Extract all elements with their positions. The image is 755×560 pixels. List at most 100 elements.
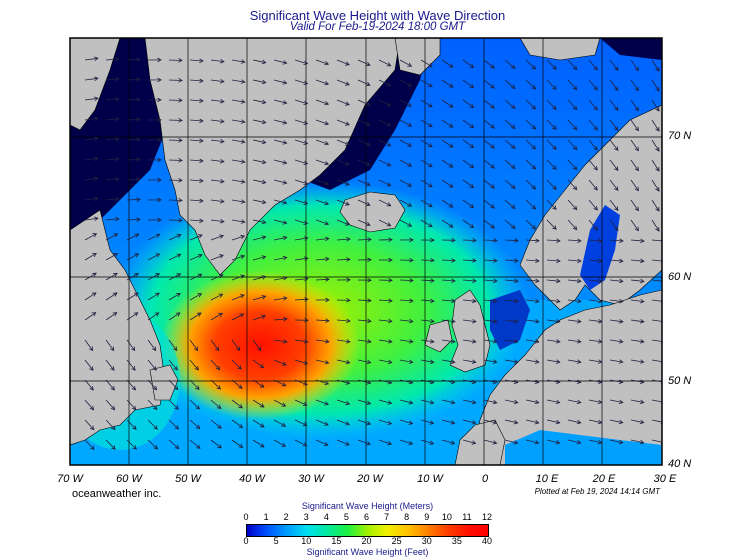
direction-arrow <box>567 259 582 262</box>
direction-arrow <box>273 119 287 124</box>
direction-arrow <box>189 419 201 429</box>
direction-arrow <box>168 359 178 371</box>
direction-arrow <box>441 99 454 108</box>
direction-arrowhead <box>576 339 582 344</box>
direction-arrow <box>315 219 329 225</box>
valid-time-subtitle: Valid For Feb-19-2024 18:00 GMT <box>289 21 466 33</box>
direction-arrow <box>273 236 287 241</box>
direction-arrowhead <box>324 101 330 106</box>
direction-arrow <box>567 279 581 282</box>
meter-tick-label: 12 <box>481 512 492 522</box>
direction-arrowhead <box>324 339 330 344</box>
direction-arrowhead <box>534 379 540 385</box>
direction-arrowhead <box>92 233 98 238</box>
direction-arrow <box>546 359 560 363</box>
direction-arrow <box>651 419 662 423</box>
direction-arrow <box>462 439 476 444</box>
direction-arrowhead <box>175 312 181 317</box>
direction-arrowhead <box>555 419 561 425</box>
direction-arrowhead <box>282 255 288 261</box>
direction-arrow <box>609 79 619 91</box>
direction-arrowhead <box>655 166 660 172</box>
direction-arrow <box>378 379 392 384</box>
direction-arrowhead <box>407 142 413 147</box>
meter-tick-label: 10 <box>441 512 452 522</box>
direction-arrowhead <box>531 104 537 110</box>
scale-title-meters: Significant Wave Height (Meters) <box>301 501 434 511</box>
direction-arrowhead <box>157 97 162 103</box>
direction-arrowhead <box>598 278 603 284</box>
direction-arrow <box>84 97 98 101</box>
direction-arrow <box>84 312 96 321</box>
direction-arrowhead <box>428 223 433 228</box>
direction-arrowhead <box>282 160 288 165</box>
direction-arrowhead <box>152 366 157 371</box>
direction-arrow <box>567 439 581 444</box>
direction-arrowhead <box>365 101 371 106</box>
direction-arrowhead <box>281 382 287 387</box>
direction-arrowhead <box>493 318 498 324</box>
direction-arrow <box>441 419 455 424</box>
direction-arrowhead <box>576 399 582 405</box>
direction-arrow <box>189 293 202 301</box>
direction-arrow <box>357 239 372 241</box>
direction-arrowhead <box>655 86 660 92</box>
direction-arrow <box>294 159 308 165</box>
direction-arrow <box>546 219 557 230</box>
direction-arrowhead <box>655 106 660 112</box>
direction-arrow <box>273 379 286 387</box>
direction-arrow <box>336 399 350 405</box>
direction-arrow <box>504 219 516 229</box>
direction-arrow <box>189 339 199 351</box>
direction-arrow <box>546 379 560 383</box>
direction-arrow <box>630 119 639 131</box>
direction-arrowhead <box>365 201 371 206</box>
wave-height-colorbar <box>246 524 489 537</box>
direction-arrow <box>273 59 287 64</box>
direction-arrow <box>210 339 220 351</box>
direction-arrowhead <box>240 219 246 224</box>
direction-arrowhead <box>448 143 454 148</box>
direction-arrowhead <box>387 420 393 425</box>
direction-arrow <box>252 139 266 144</box>
direction-arrow <box>168 293 181 301</box>
direction-arrow <box>504 399 518 404</box>
direction-arrowhead <box>134 253 140 258</box>
direction-arrow <box>399 319 413 322</box>
direction-arrowhead <box>510 204 516 210</box>
direction-arrow <box>378 319 392 322</box>
direction-arrowhead <box>472 238 477 243</box>
direction-arrowhead <box>448 203 454 208</box>
direction-arrow <box>252 79 266 84</box>
direction-arrowhead <box>92 252 97 258</box>
direction-arrowhead <box>197 273 203 278</box>
direction-arrow <box>357 299 372 302</box>
direction-arrow <box>567 199 577 210</box>
direction-arrowhead <box>618 439 624 445</box>
direction-arrowhead <box>240 139 246 144</box>
direction-arrow <box>525 119 536 130</box>
direction-arrow <box>315 119 329 125</box>
chart-title: Significant Wave Height with Wave Direct… <box>249 8 506 23</box>
graticule <box>70 38 662 465</box>
direction-arrowhead <box>535 318 540 324</box>
direction-arrowhead <box>407 162 413 167</box>
direction-arrow <box>126 419 137 430</box>
direction-arrow <box>168 159 183 161</box>
direction-arrow <box>252 219 266 224</box>
direction-arrowhead <box>408 440 414 446</box>
meter-tick-label: 7 <box>384 512 390 522</box>
direction-arrow <box>231 79 245 83</box>
direction-arrow <box>546 159 557 170</box>
direction-arrowhead <box>510 84 516 90</box>
direction-arrow <box>357 59 371 66</box>
direction-arrow <box>441 339 455 343</box>
feet-tick-label: 5 <box>273 536 279 546</box>
direction-arrowhead <box>199 98 204 104</box>
direction-arrow <box>462 359 476 363</box>
direction-arrow <box>231 359 242 370</box>
direction-arrowhead <box>448 123 454 128</box>
lon-label-60w: 60 W <box>116 473 142 485</box>
direction-arrow <box>105 118 119 121</box>
direction-arrow <box>189 159 204 162</box>
